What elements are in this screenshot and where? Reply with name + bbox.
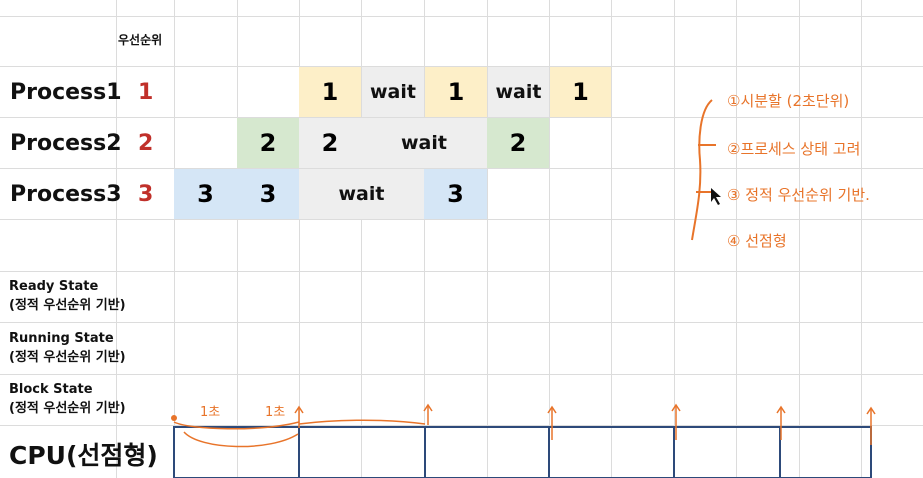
grid-col-line — [299, 0, 300, 478]
block-state-label: Block State (정적 우선순위 기반) — [9, 380, 126, 418]
grid-col-line — [237, 0, 238, 478]
process3-priority: 3 — [138, 182, 154, 207]
grid-row-line — [0, 16, 923, 17]
grid-row-line — [0, 117, 923, 118]
grid-col-line — [674, 0, 675, 478]
p1-slot-run: 1 — [299, 67, 361, 117]
grid-col-line — [116, 0, 117, 478]
cpu-mark-1s: 1초 — [200, 405, 221, 420]
ready-state-label: Ready State (정적 우선순위 기반) — [9, 277, 126, 315]
p2-slot-wait: wait — [361, 118, 487, 168]
block-state-title: Block State — [9, 382, 93, 397]
process2-priority: 2 — [138, 131, 154, 156]
grid-col-line — [861, 0, 862, 478]
note-preemptive: ④ 선점형 — [727, 232, 787, 250]
cpu-brace — [173, 421, 300, 430]
tick-arrow-icon — [423, 403, 433, 425]
grid-col-line — [736, 0, 737, 478]
p3-slot-wait: wait — [299, 169, 424, 219]
grid-col-line — [174, 0, 175, 478]
grid-row-line — [0, 374, 923, 375]
note-process-state: ②프로세스 상태 고려 — [727, 140, 861, 158]
tick-arrow-icon — [776, 405, 786, 440]
grid-col-line — [487, 0, 488, 478]
note-static-priority: ③ 정적 우선순위 기반. — [727, 186, 870, 204]
p1-slot-wait: wait — [362, 67, 424, 117]
p1-slot-wait: wait — [488, 67, 549, 117]
running-state-title: Running State — [9, 331, 114, 346]
cpu-label: CPU(선점형) — [9, 441, 158, 470]
cpu-timeline-box — [173, 426, 872, 478]
grid-row-line — [0, 271, 923, 272]
tick-arrow-icon — [294, 405, 304, 428]
block-state-subtitle: (정적 우선순위 기반) — [9, 401, 126, 416]
cursor-icon — [711, 188, 721, 205]
p2-slot-run: 2 — [237, 118, 299, 168]
grid-col-line — [424, 0, 425, 478]
p2-slot-run: 2 — [299, 118, 361, 168]
p2-slot-run: 2 — [487, 118, 549, 168]
grid-row-line — [0, 219, 923, 220]
priority-header: 우선순위 — [118, 33, 163, 47]
process1-label: Process1 — [10, 80, 122, 105]
grid-row-line — [0, 168, 923, 169]
ready-state-title: Ready State — [9, 279, 99, 294]
grid-col-line — [361, 0, 362, 478]
tick-arrow-icon — [671, 403, 681, 440]
tick-arrow-icon — [547, 405, 557, 440]
grid-row-line — [0, 425, 923, 426]
ready-state-subtitle: (정적 우선순위 기반) — [9, 298, 126, 313]
cpu-start-dot — [171, 415, 177, 421]
grid-col-line — [611, 0, 612, 478]
p3-slot-run: 3 — [424, 169, 487, 219]
cpu-brace — [183, 431, 299, 448]
p3-slot-run: 3 — [237, 169, 299, 219]
grid-col-line — [799, 0, 800, 478]
cpu-mark-1s: 1초 — [265, 405, 286, 420]
process2-label: Process2 — [10, 131, 122, 156]
p1-slot-run: 1 — [425, 67, 487, 117]
process3-label: Process3 — [10, 182, 122, 207]
grid-row-line — [0, 322, 923, 323]
grid-col-line — [549, 0, 550, 478]
p3-slot-run: 3 — [174, 169, 237, 219]
process1-priority: 1 — [138, 80, 154, 105]
p1-slot-run: 1 — [550, 67, 611, 117]
note-time-sharing: ①시분할 (2초단위) — [727, 92, 850, 110]
running-state-subtitle: (정적 우선순위 기반) — [9, 350, 126, 365]
tick-arrow-icon — [866, 406, 876, 445]
note-bracket — [691, 99, 713, 241]
grid-row-line — [0, 66, 923, 67]
cpu-brace — [298, 419, 426, 425]
running-state-label: Running State (정적 우선순위 기반) — [9, 329, 126, 367]
